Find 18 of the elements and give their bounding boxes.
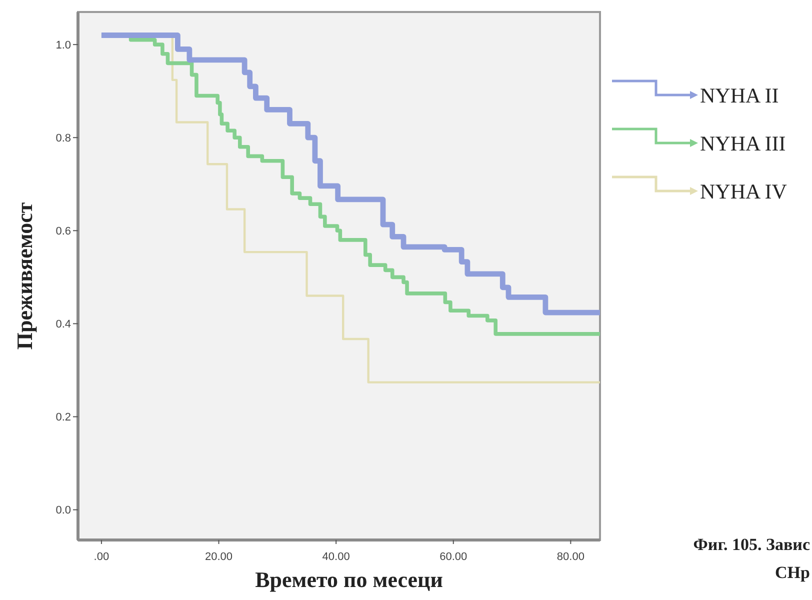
x-tick-label: 60.00 <box>440 551 468 563</box>
y-tick-label: 0.4 <box>56 318 71 331</box>
y-tick-label: 0.2 <box>56 412 71 424</box>
y-tick-label: 1.0 <box>56 39 71 52</box>
y-tick-label: 0.0 <box>56 504 71 517</box>
y-axis-title: Преживяемост <box>12 202 37 350</box>
y-tick-label: 0.8 <box>56 132 71 144</box>
y-tick-label: 0.6 <box>56 225 71 238</box>
x-tick-label: .00 <box>94 551 110 563</box>
text: Фиг. 105. Завис <box>693 535 810 554</box>
legend-label: NYHA II <box>700 83 779 108</box>
x-axis-title: Времето по месеци <box>255 567 444 592</box>
x-tick-label: 40.00 <box>322 551 350 563</box>
legend-label: NYHA IV <box>700 179 787 204</box>
legend-label: NYHA III <box>700 131 786 156</box>
x-tick-label: 80.00 <box>556 551 584 563</box>
text: СНр <box>775 563 810 582</box>
x-tick-label: 20.00 <box>205 551 233 563</box>
